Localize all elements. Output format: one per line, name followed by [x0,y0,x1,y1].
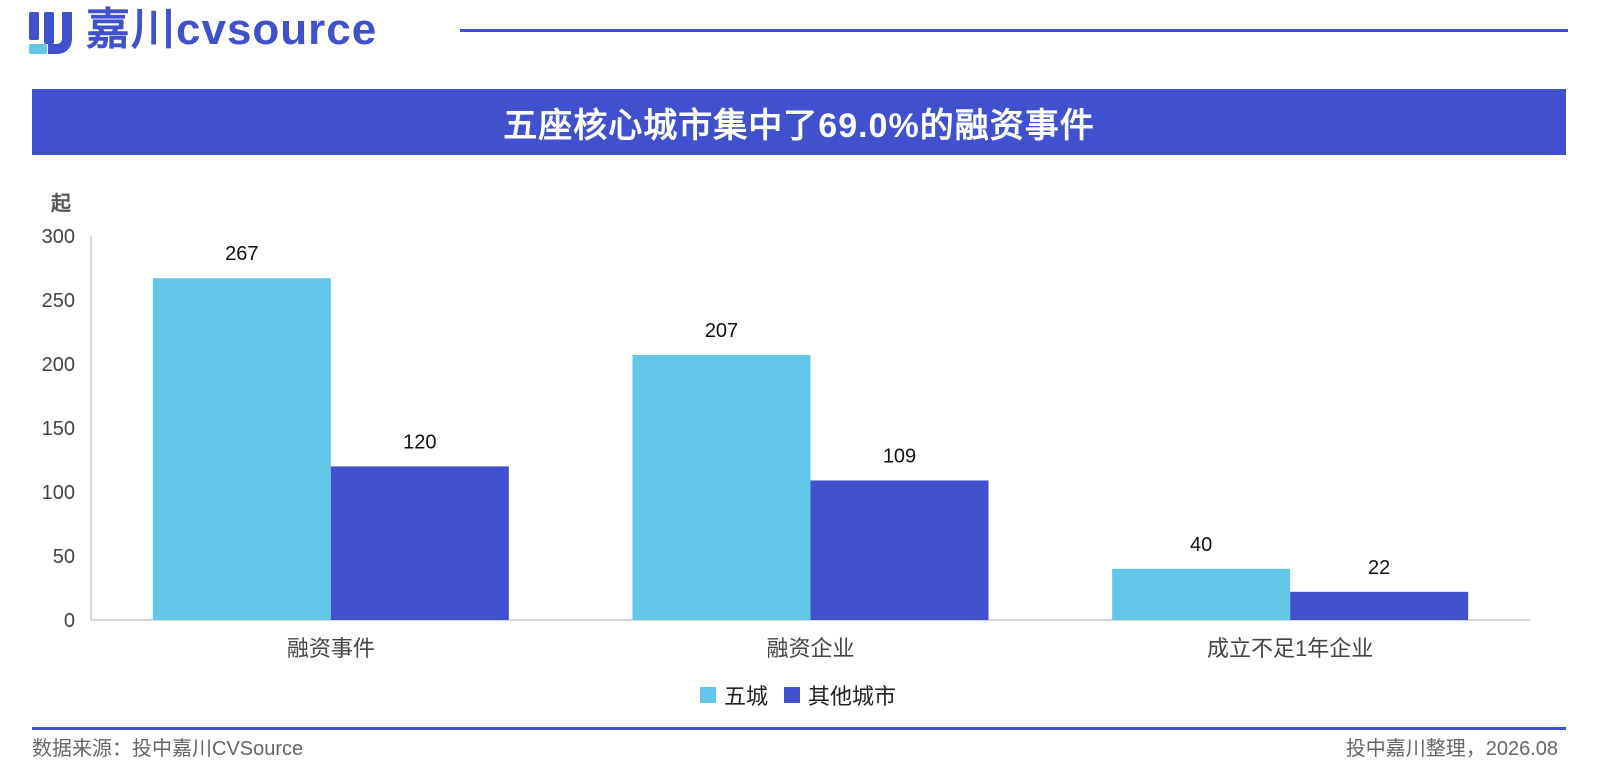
brand-name: 嘉川cvsource [86,5,378,54]
bar [330,466,509,620]
y-tick-label: 100 [42,482,75,504]
y-tick-label: 0 [64,610,75,632]
bar [632,355,811,620]
bar-value-label: 109 [883,445,916,467]
bar-value-label: 267 [225,243,258,265]
bar [152,278,331,620]
x-category-label: 融资企业 [766,636,854,661]
legend-label: 其他城市 [808,684,897,709]
chart-title: 五座核心城市集中了69.0%的融资事件 [503,106,1095,145]
bar-value-label: 207 [705,320,738,342]
y-tick-label: 300 [42,226,75,248]
credit-note: 投中嘉川整理，2026.08 [1345,738,1558,760]
bar-chart: 起 0 50 100 150 200 250 300 267 120 融资事件 207 109 融资企业 4… [42,192,1530,661]
data-source-note: 数据来源：投中嘉川CVSource [32,738,304,760]
brand-logo: 嘉川cvsource [26,4,377,56]
bar [1112,568,1291,620]
legend-swatch [784,687,801,703]
chart-title-banner: 五座核心城市集中了69.0%的融资事件 [32,89,1566,155]
bar [810,480,989,620]
legend-item-other-cities: 其他城市 [784,679,896,711]
y-axis-unit-label: 起 [50,192,72,215]
y-tick-label: 200 [42,354,75,376]
bar-value-label: 40 [1190,534,1212,556]
bar [1290,591,1469,620]
legend-label: 五城 [724,684,769,709]
chart-legend: 五城 其他城市 [700,679,912,711]
y-tick-label: 50 [53,546,75,568]
legend-swatch [700,687,716,703]
footer-divider [32,727,1566,730]
header-divider [460,29,1568,32]
cvsource-logo-icon [29,12,72,54]
x-category-label: 融资事件 [287,636,375,661]
x-category-label: 成立不足1年企业 [1207,636,1373,661]
bar-value-label: 120 [403,431,436,453]
bar-value-label: 22 [1368,557,1390,579]
y-tick-label: 150 [42,418,75,440]
y-tick-label: 250 [42,290,75,312]
legend-item-wucheng: 五城 [700,679,768,711]
